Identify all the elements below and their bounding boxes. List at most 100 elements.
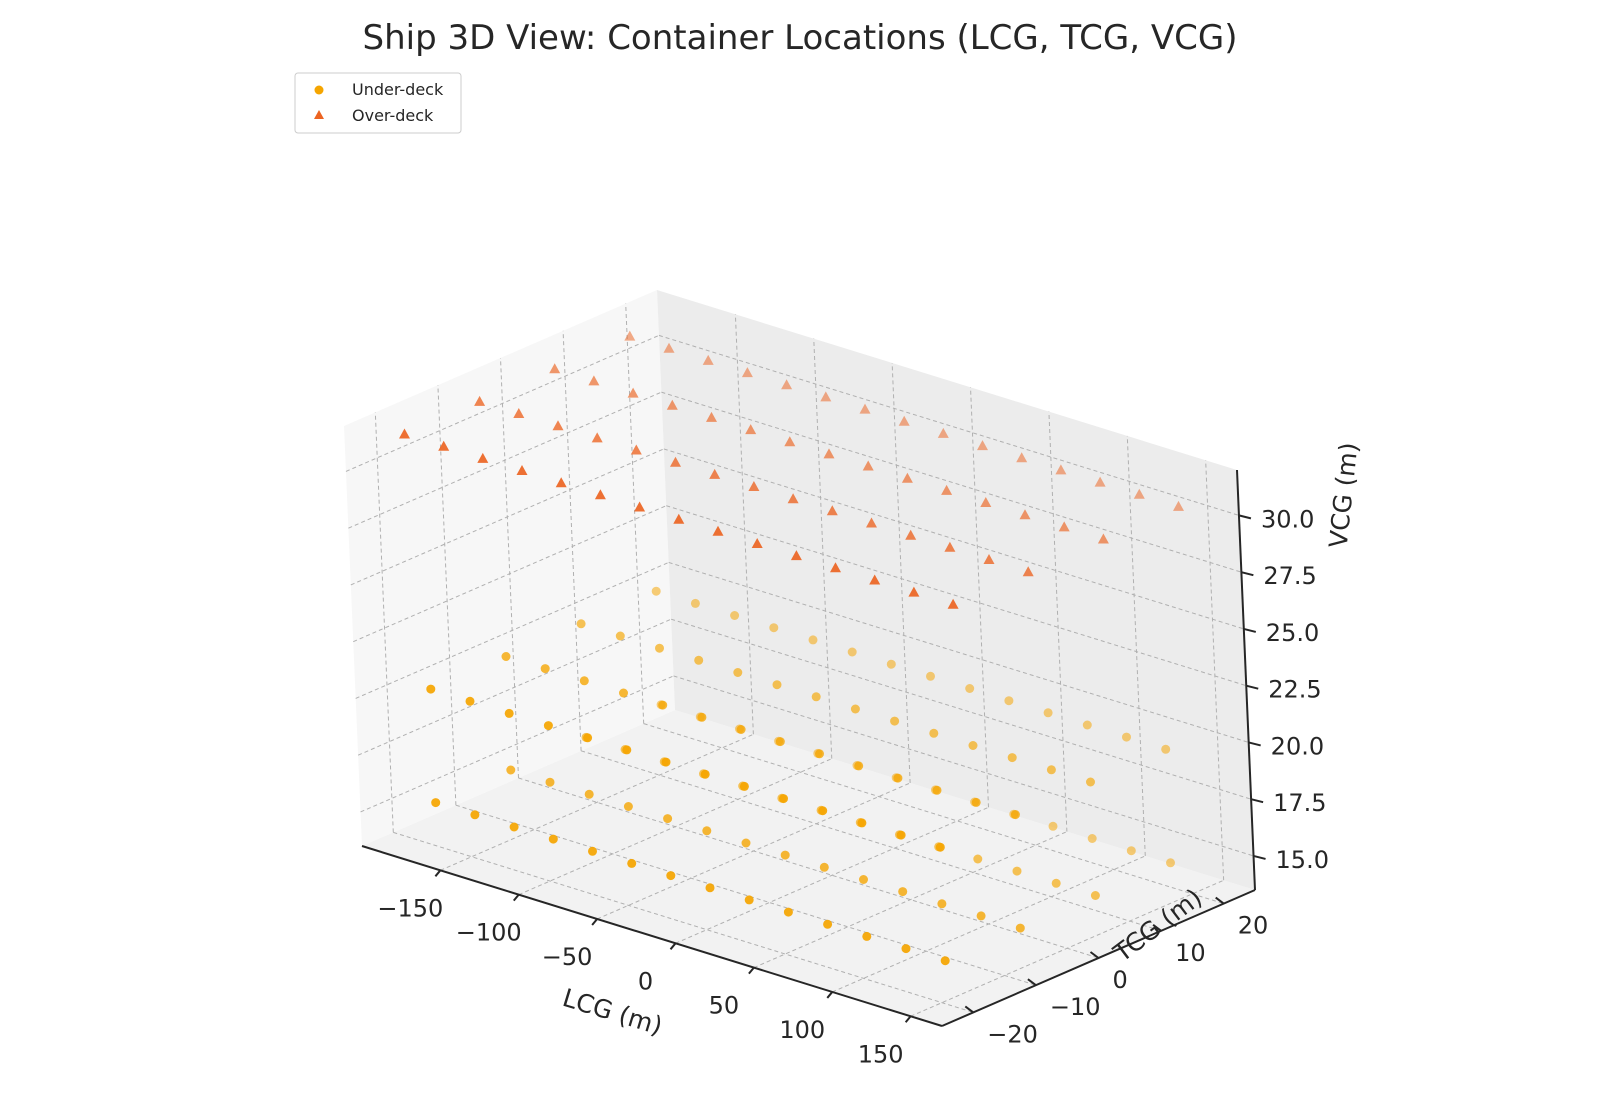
z-tick-label: 15.0 <box>1276 846 1329 874</box>
z-tick-label: 27.5 <box>1263 562 1316 590</box>
over-deck-point <box>474 395 486 406</box>
x-tick <box>434 869 442 877</box>
y-tick-label: −10 <box>1050 993 1101 1021</box>
under-deck-point <box>901 944 911 954</box>
under-deck-point <box>545 777 555 787</box>
z-tick <box>1253 854 1266 860</box>
under-deck-point <box>705 883 715 893</box>
under-deck-point <box>976 911 986 921</box>
over-deck-point <box>947 598 959 609</box>
over-deck-point <box>983 554 995 564</box>
under-deck-point <box>661 757 671 767</box>
under-deck-point <box>1046 765 1056 775</box>
over-deck-point <box>751 538 763 548</box>
under-deck-point <box>769 623 779 633</box>
gridline-y-floor <box>643 723 1224 905</box>
legend-label-over-deck: Over-deck <box>352 106 434 125</box>
gridline-y-floor <box>393 831 974 1013</box>
under-deck-point <box>588 846 597 856</box>
under-deck-point <box>615 631 625 641</box>
chart-title: Ship 3D View: Container Locations (LCG, … <box>363 18 1238 58</box>
z-tick <box>1248 741 1261 747</box>
under-deck-point <box>890 716 900 726</box>
over-deck-point <box>1022 566 1034 577</box>
under-deck-point <box>744 895 754 905</box>
z-tick-label: 22.5 <box>1268 676 1321 704</box>
over-deck-point <box>588 375 600 386</box>
under-deck-point <box>859 875 868 884</box>
under-deck-point <box>697 712 707 722</box>
x-tick-label: 150 <box>858 1040 904 1068</box>
legend: Under-deck Over-deck <box>294 72 462 134</box>
under-deck-point <box>619 688 628 698</box>
under-deck-point <box>1086 777 1095 787</box>
under-deck-point <box>1090 891 1100 900</box>
under-deck-point <box>783 907 793 917</box>
over-deck-point <box>905 529 917 540</box>
under-deck-point <box>733 668 743 677</box>
y-tick <box>1215 896 1225 905</box>
gridline-x-floor <box>675 806 989 944</box>
gridline-x-floor <box>753 831 1068 969</box>
gridline-z-side <box>345 334 660 472</box>
under-deck-point <box>896 830 906 840</box>
under-deck-point <box>579 676 589 686</box>
legend-marker-under-deck <box>314 85 324 95</box>
over-deck-point <box>941 484 953 495</box>
over-deck-point <box>549 363 561 374</box>
under-deck-point <box>623 802 633 811</box>
over-deck-point <box>594 489 606 500</box>
z-tick-label: 25.0 <box>1266 619 1319 647</box>
over-deck-point <box>944 541 956 552</box>
over-deck-point <box>748 481 760 491</box>
over-deck-point <box>901 472 913 483</box>
gridline-x-back <box>970 387 990 808</box>
gridline-z-side <box>355 561 669 699</box>
x-tick-label: −100 <box>456 919 522 947</box>
gridlines <box>345 303 1254 1017</box>
under-deck-point <box>811 692 821 702</box>
x-tick <box>591 918 598 926</box>
x-tick-label: −50 <box>542 943 593 971</box>
over-deck-point <box>702 354 714 365</box>
over-deck-point <box>908 586 920 597</box>
gridline-z-side <box>357 618 672 756</box>
under-deck-point <box>1004 696 1014 706</box>
gridline-z-side <box>353 505 667 643</box>
under-deck-point <box>1043 708 1053 718</box>
x-tick <box>748 966 755 975</box>
y-tick-label: 0 <box>1113 966 1128 994</box>
over-deck-point <box>634 501 646 512</box>
x-tick-label: 100 <box>779 1016 825 1044</box>
z-tick-label: 20.0 <box>1271 732 1324 760</box>
under-deck-point <box>584 789 594 799</box>
over-deck-point <box>784 436 796 447</box>
under-deck-point <box>501 652 511 661</box>
under-deck-point <box>651 586 661 596</box>
over-deck-point <box>1058 521 1070 532</box>
over-deck-point <box>670 456 681 467</box>
over-deck-point <box>1097 533 1109 544</box>
under-deck-point <box>862 931 872 941</box>
over-deck-point <box>790 550 802 561</box>
gridline-z-side <box>348 391 662 529</box>
gridline-z-back <box>658 334 1240 516</box>
legend-marker-over-deck <box>314 110 324 119</box>
under-deck-point <box>818 806 828 816</box>
data-points <box>399 330 1184 966</box>
under-deck-point <box>658 700 668 710</box>
x-tick-label: 50 <box>709 992 740 1020</box>
under-deck-point <box>847 647 857 657</box>
under-deck-point <box>509 822 519 832</box>
under-deck-point <box>1166 858 1175 868</box>
under-deck-point <box>1126 846 1136 856</box>
x-tick <box>669 942 677 950</box>
over-deck-point <box>555 477 567 488</box>
gridline-z-side <box>360 675 674 813</box>
y-tick <box>1027 978 1037 987</box>
under-deck-point <box>775 737 785 747</box>
legend-box <box>294 72 462 134</box>
under-deck-point <box>932 785 942 795</box>
under-deck-point <box>940 956 950 966</box>
under-deck-point <box>971 797 981 807</box>
